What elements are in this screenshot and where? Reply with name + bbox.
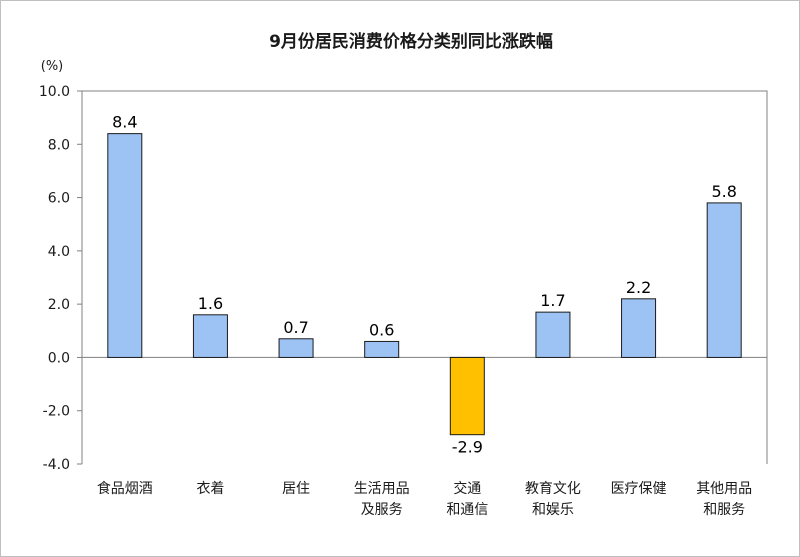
data-label: 1.6 (198, 294, 223, 313)
data-label: 1.7 (540, 291, 565, 310)
bar (621, 298, 657, 358)
chart-title: 9月份居民消费价格分类别同比涨跌幅 (269, 31, 553, 52)
data-label: 2.2 (626, 278, 651, 297)
category-label: 医疗保健 (611, 481, 667, 497)
data-label: -2.9 (452, 438, 483, 457)
plot-border (81, 90, 768, 464)
bar (107, 133, 143, 358)
y-tick-label: -4.0 (43, 457, 70, 473)
data-label: 5.8 (711, 182, 736, 201)
category-label: 生活用品 (354, 481, 410, 497)
category-label: 交通 (453, 480, 481, 497)
category-label: 居住 (282, 481, 310, 497)
category-label: 教育文化 (525, 481, 581, 497)
y-axis-unit-label: (%) (41, 59, 64, 74)
y-tick-label: 2.0 (48, 297, 70, 313)
category-label: 和服务 (703, 502, 745, 518)
category-label: 衣着 (196, 481, 224, 497)
category-label: 及服务 (361, 502, 403, 518)
data-label: 0.6 (369, 320, 394, 339)
data-label: 0.7 (283, 318, 308, 337)
bar (278, 338, 314, 358)
bar (706, 202, 742, 358)
y-tick-label: 6.0 (48, 191, 70, 207)
y-tick-label: -2.0 (43, 404, 70, 420)
y-tick-label: 8.0 (48, 137, 70, 153)
category-label: 和娱乐 (532, 502, 574, 518)
y-tick-label: 10.0 (39, 84, 70, 100)
y-tick-label: 4.0 (48, 244, 70, 260)
bar (364, 340, 400, 358)
y-tick-label: 0.0 (48, 350, 70, 366)
bar (449, 356, 485, 436)
category-label: 食品烟酒 (97, 480, 153, 497)
data-label: 8.4 (112, 113, 137, 132)
category-label: 其他用品 (696, 481, 752, 497)
bar (535, 311, 571, 358)
category-label: 和通信 (446, 502, 488, 518)
bar (192, 314, 228, 358)
plot-area: 10.0 8.0 6.0 4.0 2.0 0.0 -2.0 -4.0 8.4 食品烟酒 1.6 衣着 0… (39, 84, 768, 518)
